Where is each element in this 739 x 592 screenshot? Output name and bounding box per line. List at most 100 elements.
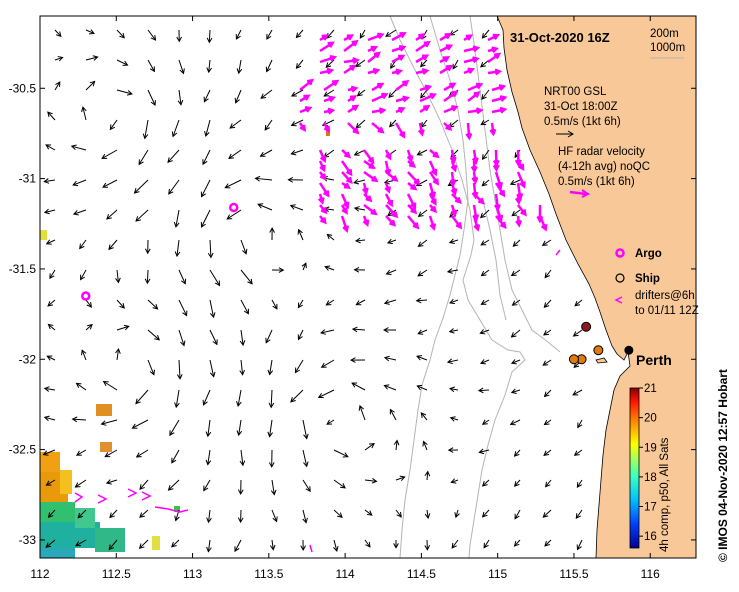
current-arrow	[146, 269, 149, 284]
map-title: 31-Oct-2020 16Z	[510, 30, 610, 45]
current-arrow	[395, 509, 402, 518]
current-arrowhead	[479, 212, 486, 219]
current-arrow	[44, 179, 56, 183]
contour-200m-label: 200m	[650, 28, 679, 40]
current-arrowhead	[135, 216, 142, 222]
current-arrowhead	[269, 544, 276, 551]
current-arrow	[54, 29, 62, 37]
current-arrowhead	[446, 268, 453, 274]
current-arrow	[240, 269, 253, 285]
current-arrowhead	[395, 68, 404, 76]
credit-text: © IMOS 04-Nov-2020 12:57 Hobart	[716, 369, 730, 562]
current-arrowhead	[416, 150, 423, 156]
current-arrowhead	[272, 303, 278, 310]
model-scale: 0.5m/s (1kt 6h)	[544, 116, 621, 128]
current-arrow	[270, 389, 273, 408]
current-arrowhead	[200, 221, 206, 228]
current-arrow	[514, 509, 521, 520]
current-arrowhead	[359, 32, 365, 39]
current-arrowhead	[576, 482, 583, 488]
current-arrowhead	[321, 34, 329, 41]
current-arrowhead	[182, 310, 188, 317]
current-arrowhead	[378, 107, 387, 115]
current-arrowhead	[47, 301, 54, 307]
current-arrowhead	[470, 165, 478, 174]
current-arrowhead	[254, 175, 261, 182]
current-arrowhead	[417, 271, 424, 277]
current-arrowhead	[451, 105, 459, 112]
current-arrow	[323, 80, 338, 92]
current-arrowhead	[383, 384, 390, 390]
current-arrowhead	[174, 251, 181, 258]
current-arrowhead	[420, 92, 426, 99]
current-arrowhead	[492, 33, 501, 41]
current-arrow	[426, 509, 429, 519]
current-arrow	[449, 329, 459, 333]
current-arrowhead	[389, 219, 396, 227]
current-arrowhead	[473, 91, 481, 98]
current-arrowhead	[319, 217, 327, 225]
current-arrowhead	[545, 481, 551, 488]
current-arrowhead	[349, 357, 356, 363]
current-arrowhead	[448, 238, 455, 245]
current-arrow	[576, 479, 583, 488]
current-arrowhead	[239, 369, 245, 376]
current-arrowhead	[369, 442, 375, 449]
current-arrowhead	[389, 121, 395, 128]
current-arrowhead	[260, 93, 267, 99]
current-arrowhead	[333, 545, 339, 552]
current-arrow	[514, 539, 521, 547]
current-arrowhead	[88, 29, 95, 35]
current-arrowhead	[327, 41, 335, 48]
current-arrowhead	[384, 186, 391, 194]
current-arrowhead	[372, 67, 381, 75]
current-arrowhead	[297, 228, 303, 235]
current-arrow	[238, 59, 242, 74]
current-arrowhead	[206, 37, 213, 44]
hf-radar-arrows	[298, 32, 548, 233]
current-arrow	[104, 449, 118, 458]
current-arrowhead	[449, 416, 456, 422]
current-arrowhead	[202, 399, 208, 406]
current-arrow	[318, 389, 335, 398]
current-arrow	[175, 389, 180, 408]
colorbar-tick-label: 19	[644, 442, 657, 454]
current-arrowhead	[398, 106, 406, 114]
current-arrowhead	[119, 303, 125, 309]
current-arrowhead	[383, 299, 390, 305]
current-arrowhead	[513, 540, 520, 547]
current-arrowhead	[385, 31, 392, 37]
current-arrowhead	[479, 359, 486, 365]
current-arrow	[235, 89, 242, 103]
current-arrowhead	[365, 195, 373, 203]
current-arrowhead	[71, 416, 78, 423]
current-arrowhead	[575, 513, 581, 520]
current-arrow	[234, 539, 242, 552]
current-arrowhead	[543, 450, 550, 456]
current-arrowhead	[302, 517, 308, 524]
current-arrow	[178, 269, 186, 284]
current-arrow	[43, 449, 56, 456]
current-arrowhead	[514, 481, 520, 487]
current-arrowhead	[177, 99, 184, 106]
colorbar	[629, 387, 640, 549]
current-arrow	[138, 149, 149, 165]
current-arrow	[240, 239, 247, 254]
current-arrowhead	[413, 178, 421, 186]
current-arrowhead	[430, 168, 438, 177]
current-arrow	[384, 299, 397, 304]
y-tick-label: -33	[19, 533, 37, 547]
current-arrowhead	[235, 33, 241, 40]
current-arrow	[449, 299, 459, 304]
current-arrowhead	[239, 460, 246, 467]
current-arrowhead	[450, 164, 458, 173]
current-arrow	[203, 479, 211, 491]
current-arrowhead	[494, 68, 503, 76]
current-arrow	[572, 389, 583, 396]
current-arrowhead	[385, 269, 392, 275]
current-arrowhead	[144, 278, 151, 285]
current-arrowhead	[423, 104, 431, 112]
current-arrow	[510, 179, 521, 185]
current-arrow	[203, 389, 211, 406]
current-arrowhead	[385, 153, 392, 161]
